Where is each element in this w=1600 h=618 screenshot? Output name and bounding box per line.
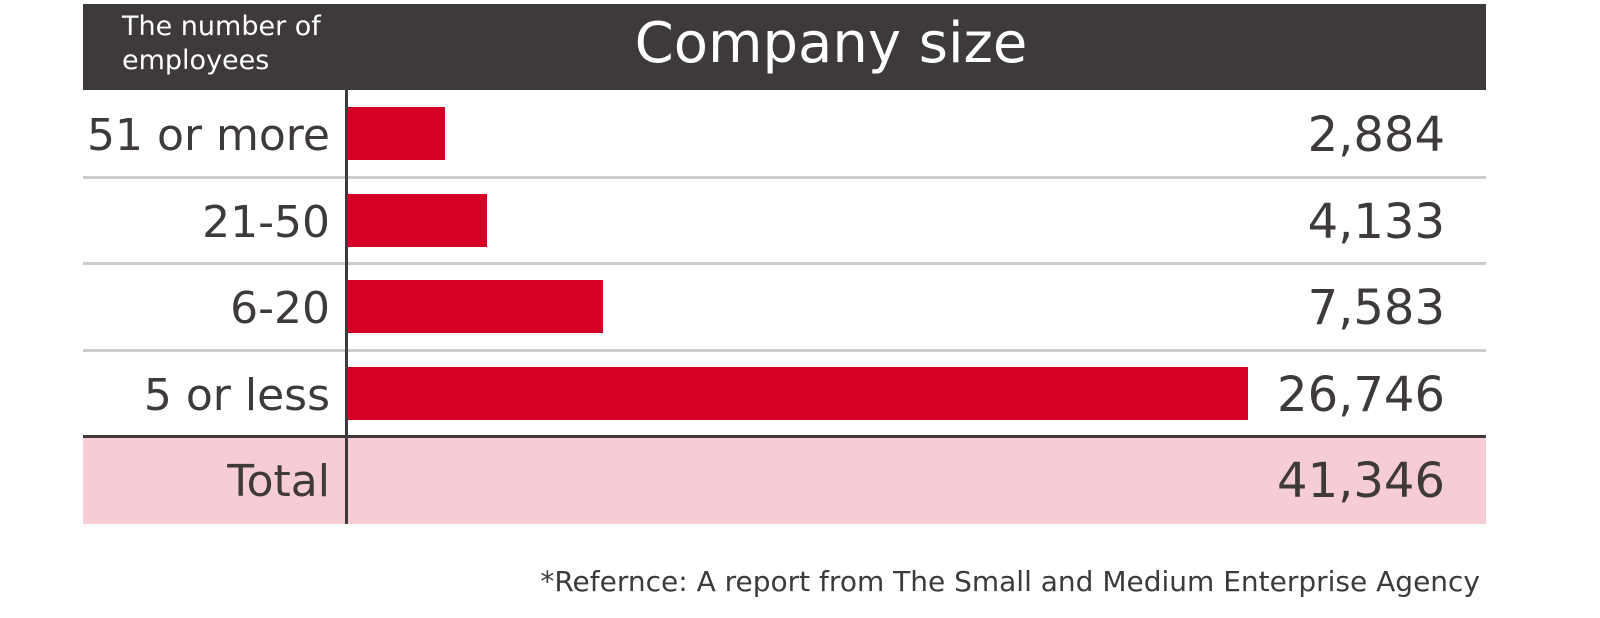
category-label: 21-50 — [202, 196, 330, 248]
chart-title: Company size — [634, 11, 1028, 76]
row-separator — [83, 348, 1486, 352]
total-value: 41,346 — [1277, 453, 1445, 509]
bar — [348, 107, 446, 160]
value-label: 4,133 — [1307, 193, 1445, 250]
category-label: 51 or more — [87, 110, 330, 161]
value-label: 2,884 — [1307, 107, 1445, 163]
bar — [348, 280, 604, 333]
header-bar — [83, 4, 1486, 90]
category-header: The number of employees — [122, 11, 321, 76]
total-rule — [83, 435, 1486, 438]
row-separator — [83, 262, 1486, 265]
total-label: Total — [227, 456, 330, 507]
value-label: 7,583 — [1307, 280, 1445, 336]
value-label: 26,746 — [1277, 366, 1445, 423]
column-divider — [345, 90, 348, 524]
bar — [348, 193, 488, 247]
row-separator — [83, 175, 1486, 179]
category-label: 5 or less — [143, 369, 330, 421]
total-row — [83, 436, 1486, 524]
bar — [348, 366, 1248, 420]
category-label: 6-20 — [230, 283, 330, 334]
footnote: *Refernce: A report from The Small and M… — [540, 565, 1480, 598]
